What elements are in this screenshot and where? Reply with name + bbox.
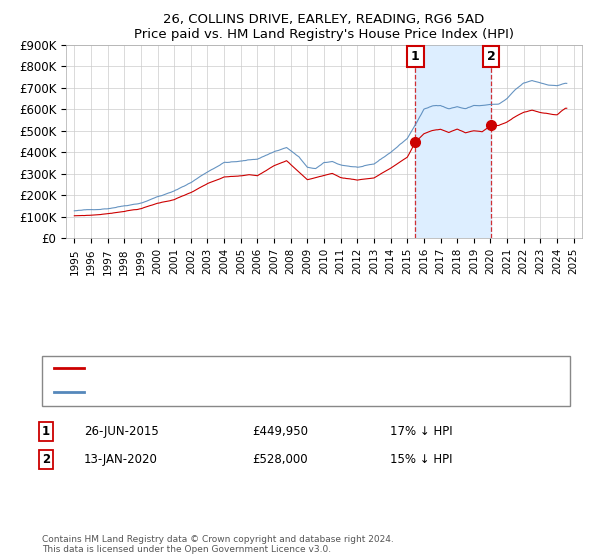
Text: 1: 1 [42, 424, 50, 438]
Text: £449,950: £449,950 [252, 424, 308, 438]
Text: 26, COLLINS DRIVE, EARLEY, READING, RG6 5AD (detached house): 26, COLLINS DRIVE, EARLEY, READING, RG6 … [90, 363, 463, 373]
Text: 15% ↓ HPI: 15% ↓ HPI [390, 452, 452, 466]
Text: 13-JAN-2020: 13-JAN-2020 [84, 452, 158, 466]
Text: HPI: Average price, detached house, Wokingham: HPI: Average price, detached house, Woki… [90, 387, 362, 397]
Bar [415, 45, 491, 239]
Text: 2: 2 [42, 452, 50, 466]
Text: 17% ↓ HPI: 17% ↓ HPI [390, 424, 452, 438]
Text: Contains HM Land Registry data © Crown copyright and database right 2024.
This d: Contains HM Land Registry data © Crown c… [42, 535, 394, 554]
Text: 2: 2 [487, 50, 496, 63]
Text: £528,000: £528,000 [252, 452, 308, 466]
Text: 1: 1 [411, 50, 420, 63]
Title: 26, COLLINS DRIVE, EARLEY, READING, RG6 5AD
Price paid vs. HM Land Registry's Ho: 26, COLLINS DRIVE, EARLEY, READING, RG6 … [134, 13, 514, 41]
Text: 26-JUN-2015: 26-JUN-2015 [84, 424, 159, 438]
